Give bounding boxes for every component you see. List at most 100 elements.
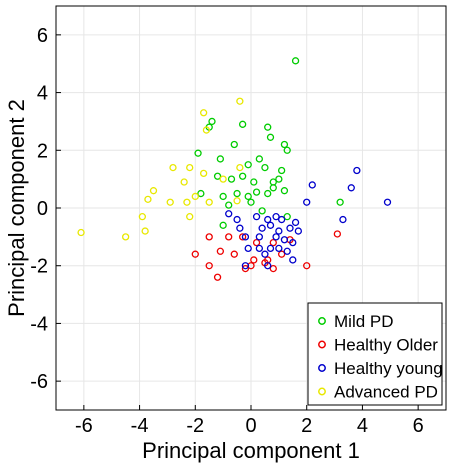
legend-marker [318,340,326,349]
point-advanced-pd [183,198,191,206]
point-mild-pd [225,201,233,209]
point-advanced-pd [199,109,208,117]
x-axis-ticks: -6 -4 -2 0 2 4 6 [75,405,424,437]
point-healthy-older [191,250,199,258]
point-mild-pd [233,189,241,198]
point-healthy-young [264,262,272,270]
point-advanced-pd [169,163,177,172]
point-healthy-young [236,224,244,232]
point-mild-pd [247,198,255,206]
legend: Mild PD Healthy Older Healthy young Advance… [307,302,443,406]
point-healthy-older [238,233,247,241]
point-advanced-pd [205,198,213,206]
point-mild-pd [227,175,236,183]
point-healthy-older [252,238,261,247]
y-tick-label: -2 [30,256,48,278]
point-advanced-pd [166,198,174,206]
point-mild-pd [266,133,275,141]
point-healthy-young [272,233,280,241]
point-advanced-pd [233,197,241,205]
x-tick-label: -4 [131,415,149,437]
point-mild-pd [280,187,289,195]
y-axis-label: Principal component 2 [4,99,29,317]
x-tick-label: 0 [245,415,256,437]
data-points [77,57,392,281]
x-axis-label: Principal component 1 [142,438,360,463]
y-tick-label: 2 [37,140,48,162]
point-healthy-young [255,244,264,253]
point-mild-pd [194,149,202,157]
point-mild-pd [261,163,269,172]
point-healthy-young [283,247,291,255]
y-tick-label: -6 [30,371,48,393]
point-healthy-young [241,262,250,270]
point-mild-pd [216,155,225,163]
point-mild-pd [238,120,247,128]
point-healthy-older [250,256,258,264]
point-healthy-young [277,215,286,224]
point-advanced-pd [186,213,194,221]
point-healthy-young [308,181,316,189]
point-healthy-young [233,215,241,224]
legend-label: Mild PD [334,312,394,331]
point-healthy-young [266,244,275,253]
point-healthy-young [241,233,250,241]
point-healthy-young [289,238,297,247]
legend-box [307,302,443,406]
point-healthy-young [261,250,269,258]
point-healthy-young [225,210,233,218]
point-healthy-young [244,244,252,253]
point-advanced-pd [236,163,244,172]
point-mild-pd [277,166,286,175]
point-healthy-older [230,250,238,258]
legend-label: Advanced PD [334,383,438,402]
point-mild-pd [250,178,258,186]
y-tick-label: -4 [30,313,48,335]
point-healthy-young [255,233,264,241]
point-advanced-pd [77,228,85,237]
point-advanced-pd [202,126,211,134]
point-healthy-young [272,213,280,221]
point-healthy-young [339,215,347,224]
point-healthy-older [269,238,277,247]
point-advanced-pd [144,195,152,203]
point-healthy-older [269,264,277,273]
point-mild-pd [208,117,216,126]
point-mild-pd [244,161,252,169]
point-advanced-pd [141,227,149,235]
y-tick-label: 0 [37,198,48,220]
x-tick-label: 6 [413,415,424,437]
point-healthy-young [347,184,355,192]
point-advanced-pd [199,169,208,178]
point-mild-pd [213,172,222,180]
legend-marker [318,317,326,325]
point-advanced-pd [191,192,199,201]
point-advanced-pd [219,175,227,183]
point-mild-pd [336,198,344,206]
point-healthy-young [353,166,361,175]
point-healthy-older [205,262,213,270]
point-advanced-pd [138,213,147,221]
point-healthy-older [333,230,342,238]
point-mild-pd [283,213,291,221]
point-healthy-older [241,264,250,273]
point-mild-pd [197,189,205,198]
x-tick-label: 4 [357,415,368,437]
point-mild-pd [283,146,291,154]
point-healthy-older [205,233,213,241]
point-healthy-older [277,250,286,258]
point-healthy-young [303,198,311,206]
point-mild-pd [280,140,289,149]
point-healthy-young [383,198,392,206]
point-healthy-young [264,215,272,224]
x-tick-label: -6 [75,415,93,437]
point-healthy-older [216,247,225,255]
point-healthy-older [303,262,311,270]
point-mild-pd [275,175,283,183]
point-mild-pd [255,155,264,163]
point-mild-pd [269,184,277,192]
point-advanced-pd [180,178,188,186]
legend-label: Healthy young [334,359,443,378]
point-healthy-young [258,224,266,232]
